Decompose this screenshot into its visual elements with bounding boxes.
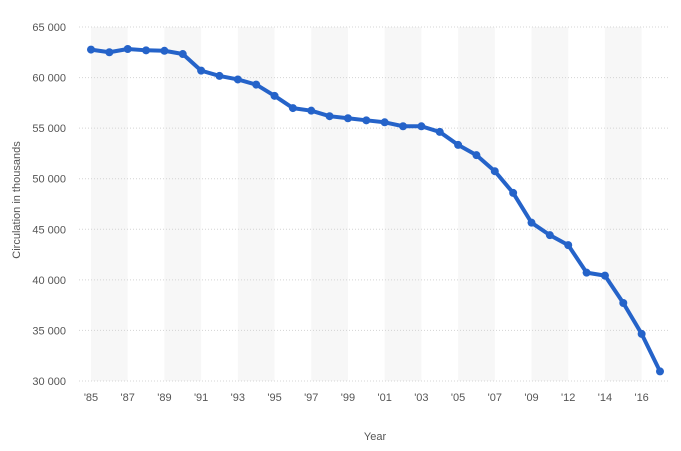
- data-point: [343, 114, 352, 123]
- data-point: [142, 46, 151, 55]
- data-point: [472, 151, 481, 160]
- data-point: [545, 231, 554, 240]
- y-tick-label: 30 000: [32, 376, 66, 388]
- band: [164, 27, 202, 381]
- data-point: [435, 127, 444, 136]
- x-tick-label: '93: [231, 392, 245, 404]
- data-point: [288, 104, 297, 113]
- data-point: [637, 329, 646, 338]
- data-point: [105, 48, 114, 57]
- data-point: [417, 122, 426, 131]
- grid-lines: [79, 26, 670, 382]
- band: [384, 27, 422, 381]
- data-point: [160, 46, 169, 55]
- y-tick-label: 45 000: [32, 224, 66, 236]
- data-point: [527, 218, 536, 227]
- y-axis-title: Circulation in thousands: [11, 141, 23, 259]
- data-point: [399, 122, 408, 131]
- y-tick-label: 55 000: [32, 123, 66, 135]
- x-tick-label: '95: [267, 392, 281, 404]
- x-axis-ticks: '85 '87 '89 '91 '93 '95 '97 '99 '01 '03 '05 '07 '09 '…: [84, 392, 649, 404]
- data-point: [233, 75, 242, 84]
- x-tick-label: '01: [378, 392, 392, 404]
- x-tick-label: '91: [194, 392, 208, 404]
- y-tick-label: 60 000: [32, 73, 66, 85]
- x-tick-label: '87: [121, 392, 135, 404]
- data-point: [270, 91, 279, 100]
- data-point: [564, 241, 573, 250]
- data-point: [252, 80, 261, 89]
- data-point: [454, 140, 463, 149]
- x-tick-label: '14: [598, 392, 612, 404]
- x-tick-label: '05: [451, 392, 465, 404]
- x-tick-label: '85: [84, 392, 98, 404]
- data-point: [490, 167, 499, 176]
- x-tick-label: '89: [157, 392, 171, 404]
- data-point: [380, 118, 389, 127]
- y-tick-label: 40 000: [32, 275, 66, 287]
- data-point: [509, 188, 518, 197]
- data-point: [215, 71, 224, 80]
- data-point: [656, 367, 664, 376]
- band: [311, 27, 348, 381]
- data-point: [619, 299, 628, 308]
- x-tick-label: '16: [634, 392, 648, 404]
- data-point: [600, 271, 609, 280]
- band: [531, 27, 569, 381]
- data-point: [362, 116, 371, 125]
- data-point: [307, 106, 316, 115]
- x-tick-label: '12: [561, 392, 575, 404]
- data-points: [87, 44, 664, 376]
- x-axis-title: Year: [364, 431, 387, 443]
- x-tick-label: '03: [414, 392, 428, 404]
- y-tick-label: 35 000: [32, 325, 66, 337]
- data-point: [178, 50, 187, 59]
- y-tick-label: 50 000: [32, 174, 66, 186]
- data-point: [325, 112, 334, 121]
- x-tick-label: '97: [304, 392, 318, 404]
- data-point: [197, 66, 206, 75]
- band: [458, 27, 495, 381]
- y-tick-label: 65 000: [32, 22, 66, 34]
- x-tick-label: '99: [341, 392, 355, 404]
- x-tick-label: '09: [524, 392, 538, 404]
- data-point: [123, 44, 132, 53]
- y-axis-ticks: 30 000 35 000 40 000 45 000 50 000 55 000 60 0…: [32, 22, 66, 388]
- band: [91, 27, 128, 381]
- x-tick-label: '07: [488, 392, 502, 404]
- data-point: [582, 268, 591, 277]
- alternating-bands: [91, 27, 642, 381]
- data-point: [87, 45, 95, 54]
